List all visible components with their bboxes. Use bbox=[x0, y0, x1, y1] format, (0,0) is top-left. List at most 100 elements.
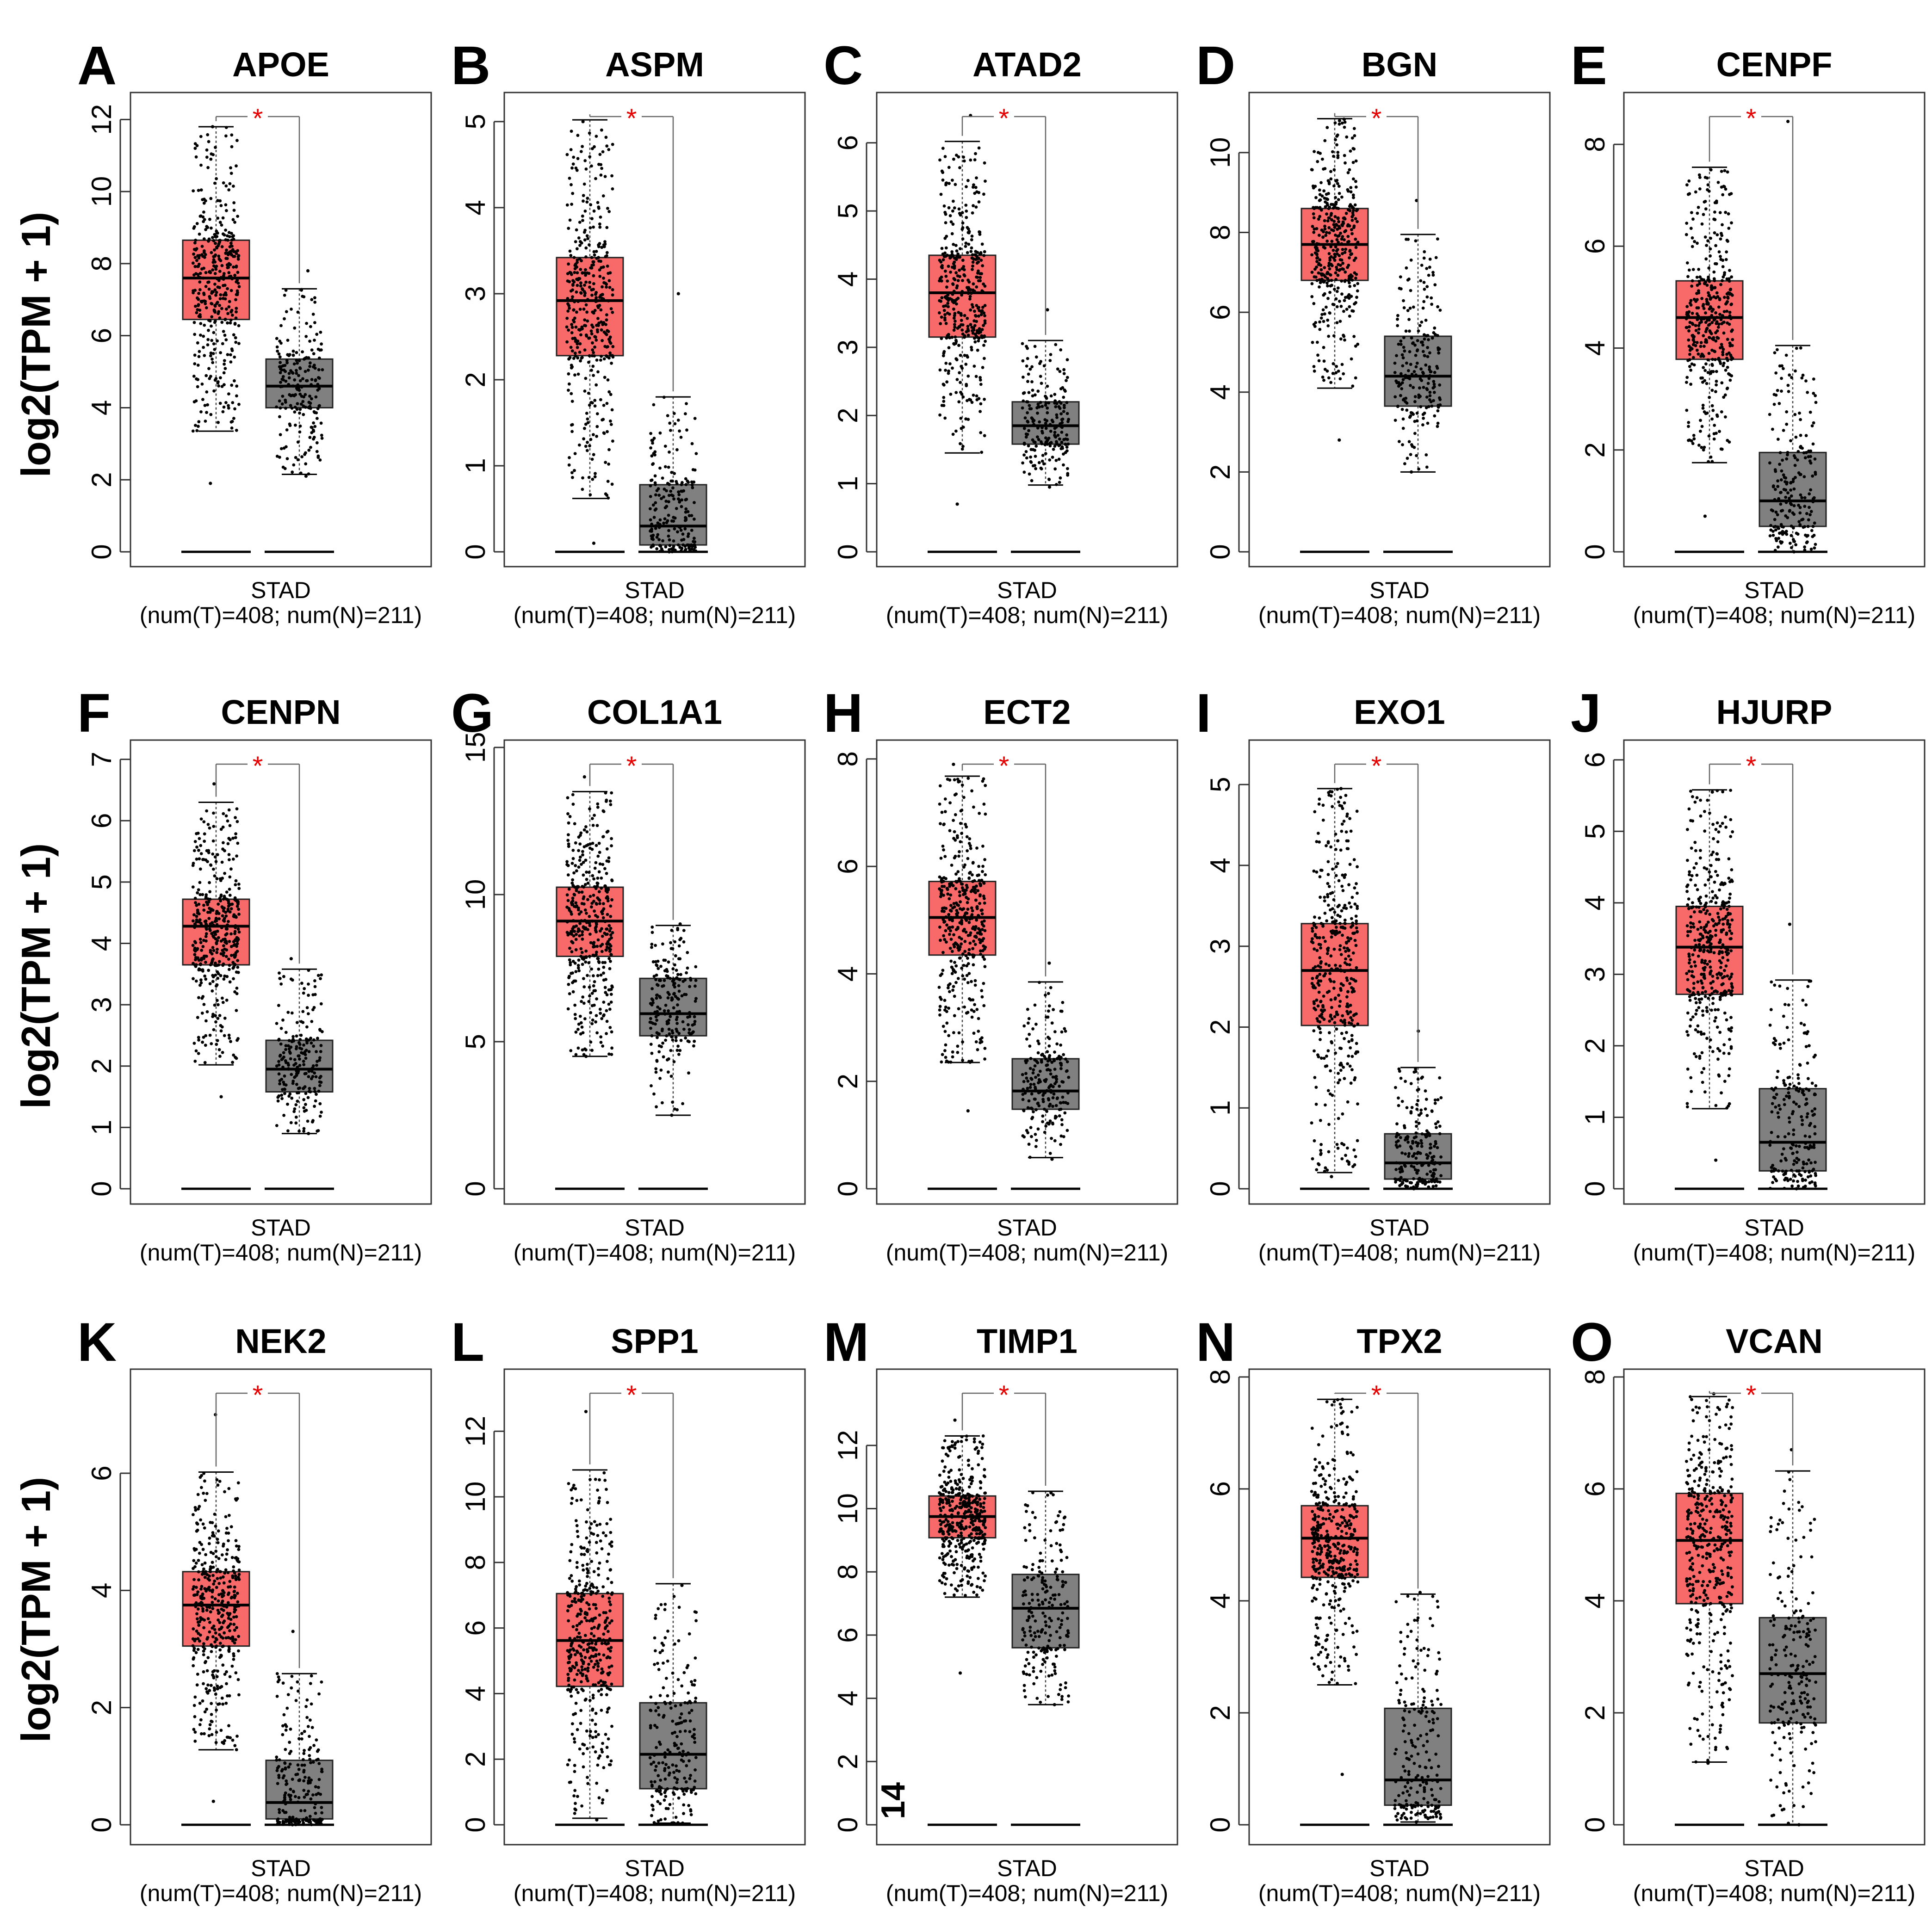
data-point bbox=[1792, 526, 1795, 530]
data-point bbox=[1065, 412, 1069, 415]
data-point bbox=[308, 1087, 311, 1090]
data-point bbox=[651, 462, 655, 465]
significance-star: * bbox=[999, 104, 1009, 134]
data-point bbox=[971, 947, 975, 951]
data-point bbox=[601, 285, 604, 289]
data-point bbox=[600, 950, 604, 953]
data-point bbox=[570, 423, 573, 427]
data-point bbox=[1332, 184, 1336, 188]
data-point bbox=[1393, 419, 1397, 422]
data-point bbox=[1058, 481, 1061, 484]
data-point bbox=[1354, 246, 1358, 249]
data-point bbox=[585, 871, 588, 874]
data-point bbox=[310, 431, 314, 434]
data-point bbox=[1438, 383, 1442, 387]
data-point bbox=[1062, 372, 1066, 375]
data-point bbox=[1021, 406, 1024, 410]
outlier-point bbox=[667, 550, 671, 554]
data-point bbox=[593, 866, 597, 870]
data-points bbox=[649, 292, 698, 554]
data-point bbox=[196, 265, 199, 268]
data-point bbox=[584, 268, 587, 272]
data-point bbox=[941, 951, 945, 954]
data-point bbox=[277, 1063, 281, 1067]
data-point bbox=[676, 1044, 680, 1048]
data-point bbox=[667, 494, 671, 497]
data-point bbox=[682, 537, 686, 541]
data-point bbox=[1796, 532, 1800, 536]
outlier-point bbox=[584, 1055, 588, 1058]
data-point bbox=[574, 240, 577, 243]
data-point bbox=[607, 148, 611, 151]
data-point bbox=[1730, 344, 1734, 347]
data-point bbox=[1350, 219, 1354, 222]
data-point bbox=[966, 231, 970, 235]
data-point bbox=[1329, 273, 1332, 277]
data-point bbox=[196, 911, 199, 915]
data-point bbox=[571, 857, 575, 860]
data-point bbox=[1436, 409, 1440, 413]
data-point bbox=[968, 941, 972, 945]
data-point bbox=[224, 955, 228, 958]
data-point bbox=[1426, 355, 1430, 358]
data-point bbox=[222, 812, 225, 815]
data-point bbox=[211, 839, 215, 843]
data-point bbox=[1687, 421, 1690, 424]
data-point bbox=[312, 1006, 316, 1009]
data-point bbox=[1685, 261, 1689, 265]
data-point bbox=[295, 369, 298, 372]
data-point bbox=[596, 974, 600, 977]
data-point bbox=[974, 205, 978, 209]
data-point bbox=[690, 514, 694, 517]
data-point bbox=[226, 321, 229, 325]
y-tick-label: 4 bbox=[1205, 384, 1236, 400]
data-point bbox=[964, 241, 968, 245]
data-point bbox=[202, 1036, 205, 1039]
data-point bbox=[237, 402, 241, 406]
data-point bbox=[193, 896, 197, 900]
data-point bbox=[1356, 220, 1359, 223]
data-point bbox=[972, 282, 975, 286]
data-point bbox=[939, 822, 942, 826]
data-point bbox=[296, 440, 300, 444]
data-point bbox=[237, 342, 241, 345]
data-point bbox=[975, 304, 978, 307]
data-point bbox=[681, 1102, 684, 1106]
data-point bbox=[1057, 405, 1061, 408]
data-point bbox=[1728, 310, 1732, 314]
data-point bbox=[282, 1081, 285, 1084]
data-point bbox=[671, 1100, 675, 1104]
data-point bbox=[599, 259, 602, 263]
data-point bbox=[577, 1022, 581, 1026]
data-point bbox=[1313, 251, 1317, 255]
data-point bbox=[295, 408, 299, 411]
data-point bbox=[1420, 321, 1424, 324]
data-point bbox=[1327, 216, 1331, 220]
data-point bbox=[218, 316, 222, 320]
data-point bbox=[604, 884, 607, 888]
y-tick-label: 3 bbox=[460, 286, 491, 301]
data-point bbox=[602, 243, 606, 247]
data-point bbox=[1065, 445, 1069, 449]
data-point bbox=[656, 487, 660, 491]
data-point bbox=[607, 888, 610, 892]
data-point bbox=[581, 853, 584, 857]
data-point bbox=[279, 1042, 283, 1046]
data-point bbox=[1722, 331, 1726, 335]
data-point bbox=[213, 248, 216, 252]
data-point bbox=[230, 232, 233, 235]
data-point bbox=[1423, 411, 1426, 415]
data-point bbox=[687, 532, 690, 536]
data-point bbox=[979, 952, 983, 956]
data-point bbox=[586, 417, 589, 421]
data-point bbox=[971, 909, 974, 913]
data-point bbox=[1425, 295, 1429, 299]
data-point bbox=[1703, 345, 1706, 348]
data-point bbox=[1067, 418, 1071, 421]
data-point bbox=[595, 328, 599, 332]
data-point bbox=[1024, 432, 1028, 436]
data-point bbox=[956, 977, 960, 980]
data-point bbox=[213, 272, 217, 275]
data-point bbox=[297, 1054, 300, 1058]
